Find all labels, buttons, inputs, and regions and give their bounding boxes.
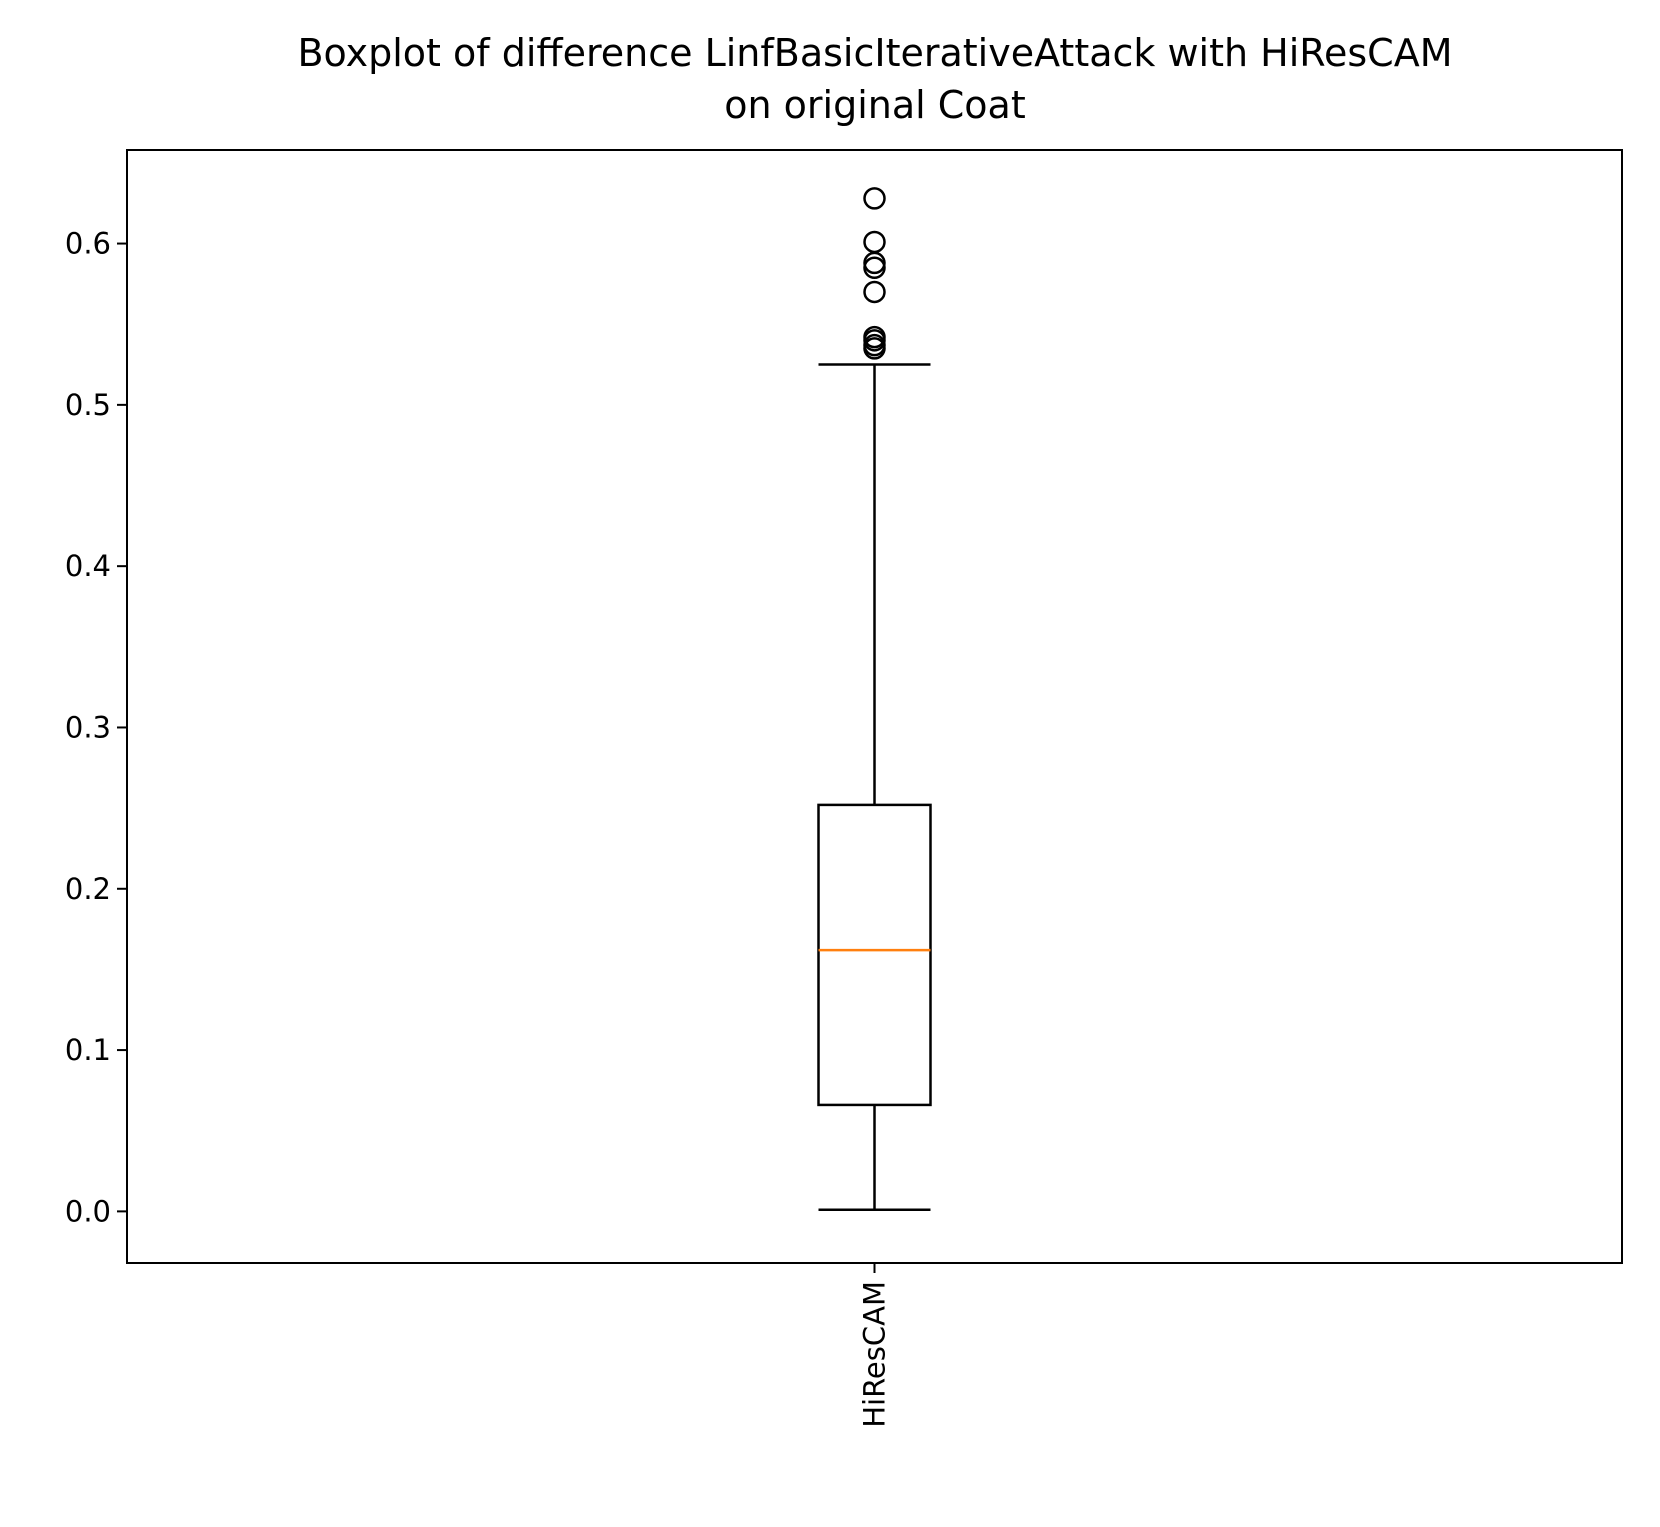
chart-title: Boxplot of difference LinfBasicIterative… <box>297 31 1452 127</box>
chart-title-line-2: on original Coat <box>724 83 1026 127</box>
outlier-point <box>863 256 886 280</box>
y-tick-label: 0.5 <box>65 388 111 422</box>
y-tick-label: 0.3 <box>65 710 111 744</box>
outlier-point <box>863 230 886 254</box>
y-tick-label: 0.6 <box>65 227 111 261</box>
outlier-point <box>863 251 886 275</box>
y-tick-label: 0.4 <box>65 549 111 583</box>
y-tick-label: 0.1 <box>65 1033 111 1067</box>
outlier-point <box>863 280 886 304</box>
plot-area <box>817 187 932 1212</box>
box-iqr <box>817 803 932 1107</box>
x-tick-label: HiResCAM <box>858 1281 892 1428</box>
y-axis: 0.0 0.1 0.2 0.3 0.4 0.5 0.6 <box>65 227 127 1228</box>
chart-title-line-1: Boxplot of difference LinfBasicIterative… <box>297 31 1452 75</box>
y-tick-label: 0.0 <box>65 1194 111 1228</box>
outlier-point <box>863 337 886 360</box>
y-tick-label: 0.2 <box>65 872 111 906</box>
outlier-point <box>863 187 886 210</box>
x-axis: HiResCAM <box>858 1263 892 1428</box>
